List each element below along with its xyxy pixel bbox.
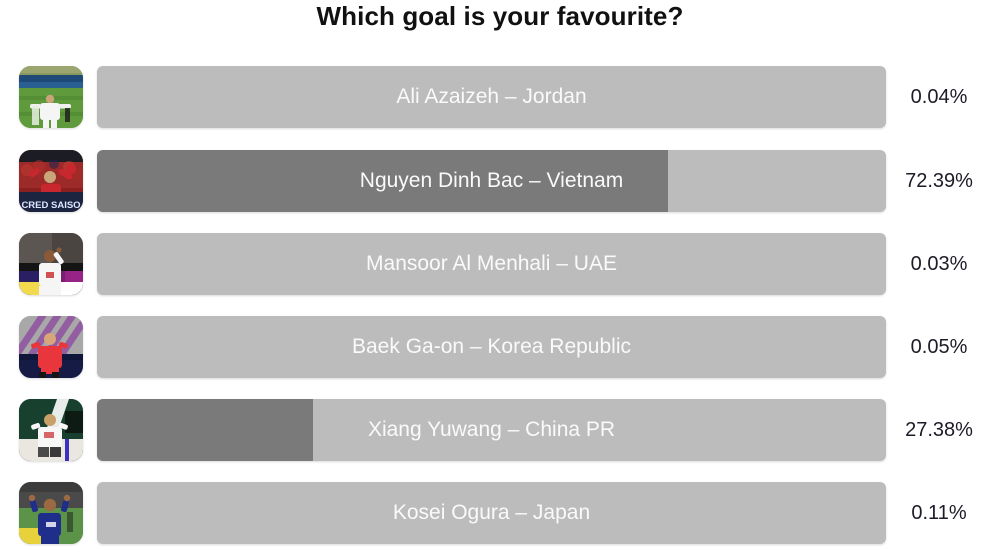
svg-text:CRED SAISO: CRED SAISO (21, 200, 80, 211)
